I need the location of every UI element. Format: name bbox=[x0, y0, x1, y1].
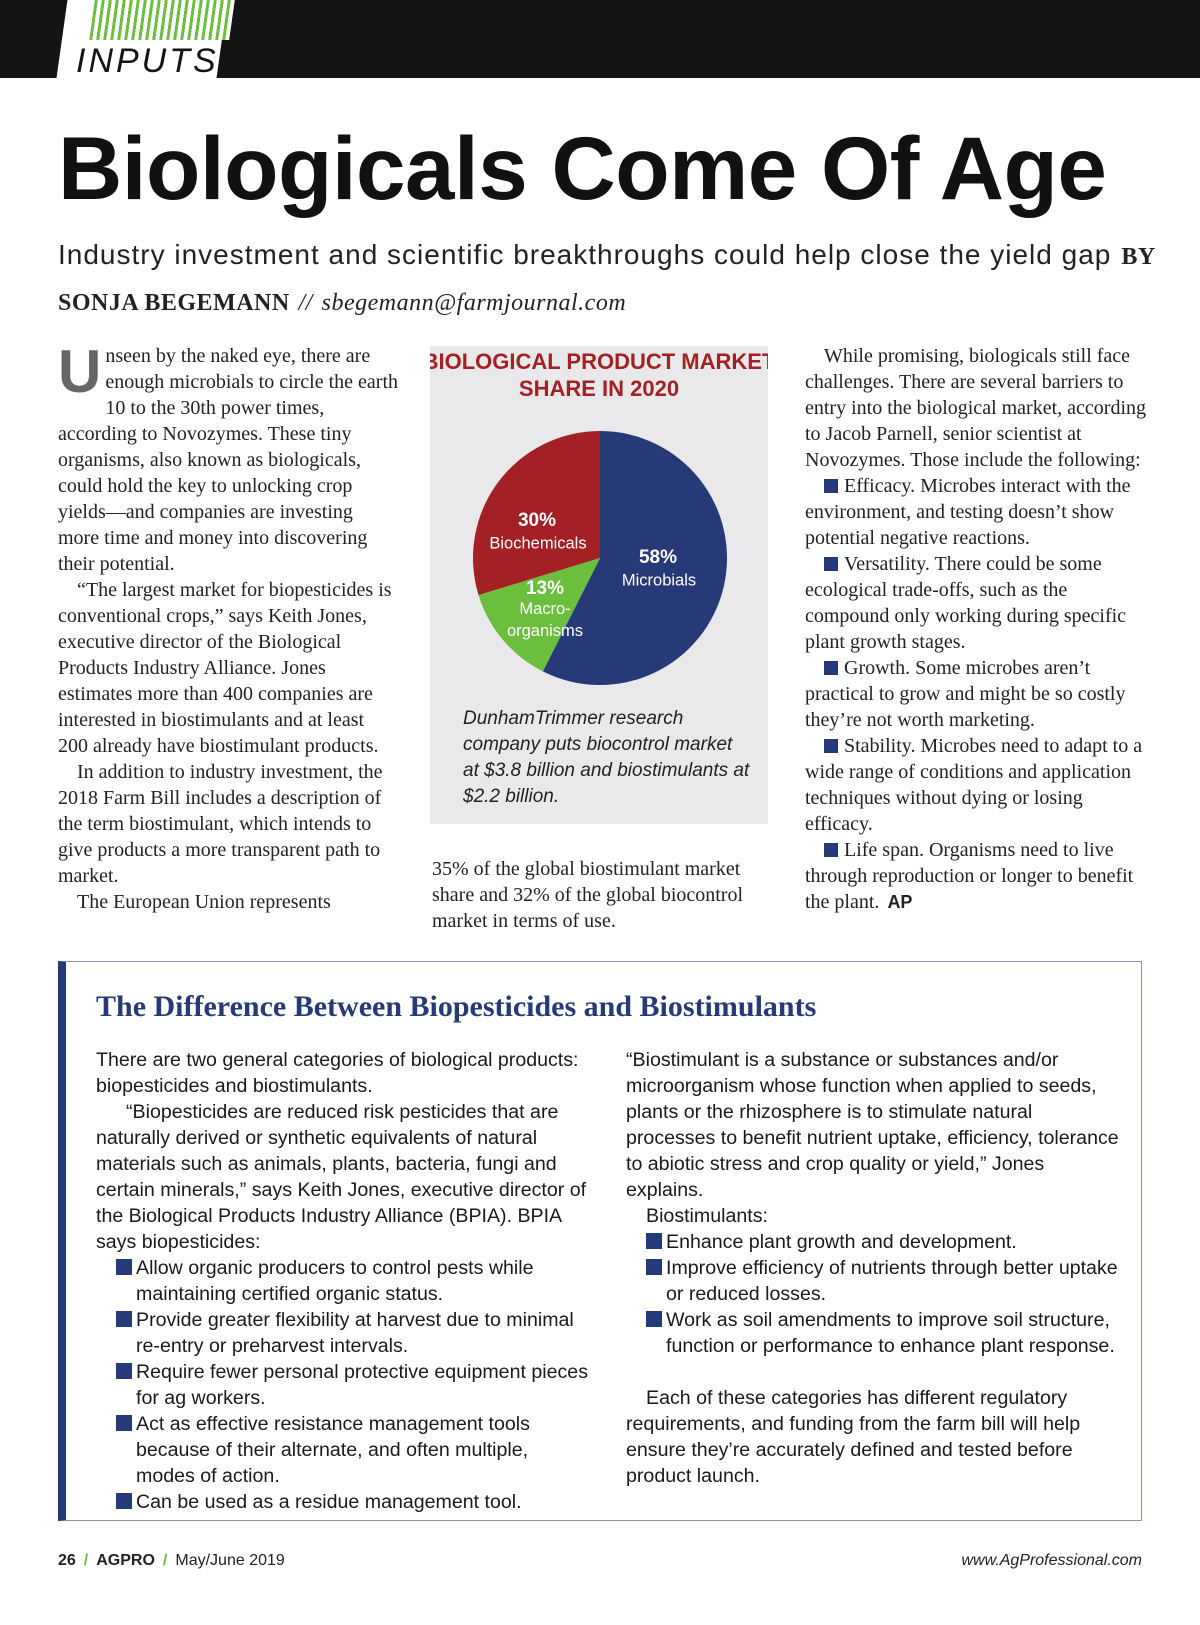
bullet-list: Enhance plant growth and development. Im… bbox=[626, 1229, 1126, 1359]
bullet: Efficacy. Microbes interact with the env… bbox=[805, 473, 1147, 551]
bullet: Can be used as a residue management tool… bbox=[116, 1489, 591, 1515]
magazine: AGPRO bbox=[96, 1552, 155, 1569]
email: sbegemann@farmjournal.com bbox=[321, 290, 627, 316]
subtitle: Industry investment and scientific break… bbox=[58, 239, 1112, 270]
category-label: Biochemicals bbox=[489, 534, 586, 552]
paragraph: Each of these categories has different r… bbox=[626, 1387, 1081, 1487]
bullet: Act as effective resistance management t… bbox=[116, 1411, 591, 1489]
bullet-text: Allow organic producers to control pests… bbox=[136, 1257, 534, 1305]
value-label: 58% bbox=[639, 547, 677, 568]
bullet-text: Stability. Microbes need to adapt to a w… bbox=[805, 735, 1143, 835]
bullet: Versatility. There could be some ecologi… bbox=[805, 551, 1147, 655]
end-mark: AP bbox=[887, 892, 913, 912]
bullet-text: Require fewer personal protective equipm… bbox=[136, 1361, 588, 1409]
bullet: Stability. Microbes need to adapt to a w… bbox=[805, 733, 1147, 837]
section-label: INPUTS bbox=[76, 42, 219, 80]
url: www.AgProfessional.com bbox=[961, 1552, 1142, 1569]
sidebar-title: The Difference Between Biopesticides and… bbox=[96, 990, 817, 1023]
paragraph: “Biopesticides are reduced risk pesticid… bbox=[96, 1101, 587, 1253]
paragraph: Biostimulants: bbox=[646, 1205, 768, 1227]
category-label: Microbials bbox=[622, 571, 696, 589]
bullet-text: Act as effective resistance management t… bbox=[136, 1413, 530, 1487]
pie-slice bbox=[478, 558, 600, 672]
byline-separator: // bbox=[298, 290, 313, 316]
bullet: Allow organic producers to control pests… bbox=[116, 1255, 591, 1307]
paragraph: The European Union represents bbox=[77, 891, 331, 913]
paragraph: Unseen by the naked eye, there are enoug… bbox=[58, 338, 399, 575]
sidebar-column: There are two general categories of biol… bbox=[96, 1047, 591, 1515]
column: 35% of the global biostimulant market sh… bbox=[432, 856, 772, 934]
bullet-text: Growth. Some microbes aren’t practical t… bbox=[805, 657, 1126, 731]
bullet: Work as soil amendments to improve soil … bbox=[646, 1307, 1126, 1359]
bullet-text: Improve efficiency of nutrients through … bbox=[666, 1257, 1118, 1305]
column: While promising, biologicals still face … bbox=[805, 343, 1147, 915]
footer-separator: / bbox=[162, 1552, 168, 1569]
chart-caption: DunhamTrimmer research company puts bioc… bbox=[463, 708, 750, 807]
value-label: 13% bbox=[526, 578, 564, 599]
chart-panel: BIOLOGICAL PRODUCT MARKET SHARE IN 2020 5… bbox=[430, 346, 768, 824]
paragraph: “The largest market for biopesticides is… bbox=[58, 579, 392, 757]
sidebar-box bbox=[58, 961, 1142, 1521]
pie-slice bbox=[473, 431, 600, 595]
column: Unseen by the naked eye, there are enoug… bbox=[58, 338, 399, 915]
bullet: Enhance plant growth and development. bbox=[646, 1229, 1126, 1255]
footer: 26 / AGPRO / May/June 2019 www.AgProfessional… bbox=[58, 1552, 1142, 1570]
issue: May/June 2019 bbox=[175, 1552, 285, 1569]
bullet-text: Efficacy. Microbes interact with the env… bbox=[805, 475, 1131, 549]
sidebar-column: “Biostimulant is a substance or substanc… bbox=[626, 1047, 1126, 1489]
paragraph: While promising, biologicals still face … bbox=[805, 345, 1146, 471]
bullet-text: Provide greater flexibility at harvest d… bbox=[136, 1309, 574, 1357]
tab-stripes bbox=[89, 0, 235, 40]
paragraph: “Biostimulant is a substance or substanc… bbox=[626, 1049, 1119, 1201]
page-number: 26 bbox=[58, 1552, 76, 1569]
category-label: Macro-organisms bbox=[507, 600, 583, 640]
bullet-list: Efficacy. Microbes interact with the env… bbox=[805, 473, 1147, 915]
paragraph: In addition to industry investment, the … bbox=[58, 761, 383, 887]
pie-slice bbox=[542, 431, 727, 685]
value-label: 30% bbox=[518, 510, 556, 531]
byline: BY SONJA BEGEMANN bbox=[58, 244, 1155, 316]
bullet-text: Life span. Organisms need to live throug… bbox=[805, 839, 1134, 913]
chart-title: BIOLOGICAL PRODUCT MARKET SHARE IN 2020 bbox=[430, 349, 768, 401]
paragraph: 35% of the global biostimulant market sh… bbox=[432, 858, 744, 932]
paragraph: There are two general categories of biol… bbox=[96, 1049, 579, 1097]
chart: BIOLOGICAL PRODUCT MARKET SHARE IN 2020 5… bbox=[430, 349, 768, 685]
footer-separator: / bbox=[83, 1552, 89, 1569]
bullet-text: Can be used as a residue management tool… bbox=[136, 1491, 522, 1513]
bullet: Growth. Some microbes aren’t practical t… bbox=[805, 655, 1147, 733]
bullet: Provide greater flexibility at harvest d… bbox=[116, 1307, 591, 1359]
bullet: Life span. Organisms need to live throug… bbox=[805, 837, 1147, 915]
bullet-text: Work as soil amendments to improve soil … bbox=[666, 1309, 1115, 1357]
deck: Industry investment and scientific break… bbox=[58, 233, 1158, 325]
bullet-text: Enhance plant growth and development. bbox=[666, 1231, 1017, 1253]
headline: Biologicals Come Of Age bbox=[58, 118, 1107, 218]
bullet-text: Versatility. There could be some ecologi… bbox=[805, 553, 1127, 653]
bullet: Require fewer personal protective equipm… bbox=[116, 1359, 591, 1411]
bullet-list: Allow organic producers to control pests… bbox=[96, 1255, 591, 1515]
bullet: Improve efficiency of nutrients through … bbox=[646, 1255, 1126, 1307]
